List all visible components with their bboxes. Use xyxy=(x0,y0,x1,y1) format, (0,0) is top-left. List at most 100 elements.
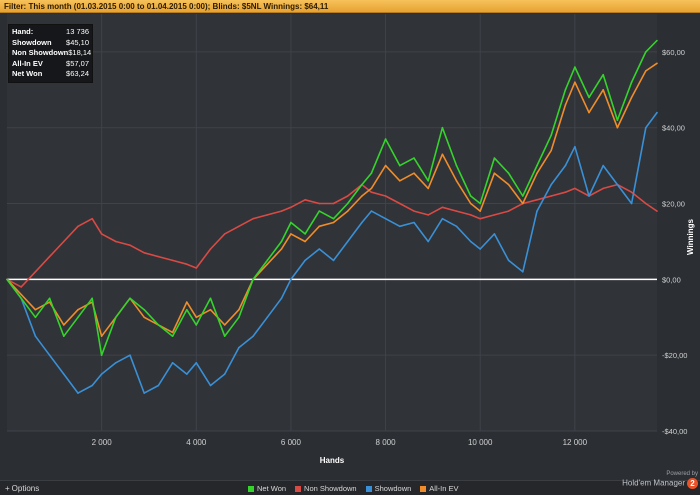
x-axis-ticks: 2 000 4 000 6 000 8 000 10 000 12 000 xyxy=(92,438,588,447)
data-point xyxy=(384,195,387,197)
data-point xyxy=(536,164,538,167)
data-point xyxy=(656,39,658,42)
data-point xyxy=(77,225,79,228)
data-point xyxy=(564,104,567,106)
data-point xyxy=(469,202,472,205)
powered-by-text: Powered by xyxy=(666,471,698,477)
plus-icon: + xyxy=(5,484,10,493)
data-point xyxy=(129,354,131,357)
data-point xyxy=(550,149,552,152)
stat-value: 13 736 xyxy=(66,27,89,36)
data-point xyxy=(346,195,349,197)
legend-swatch xyxy=(420,485,427,492)
data-point xyxy=(455,210,458,212)
data-point xyxy=(304,240,306,243)
data-point xyxy=(171,259,174,262)
data-point xyxy=(455,225,458,228)
brand-name: Hold'em Manager xyxy=(622,478,685,488)
data-point xyxy=(479,248,482,250)
y-tick-label: $60,00 xyxy=(662,48,685,57)
data-point xyxy=(20,297,23,300)
data-point xyxy=(115,316,117,319)
data-point xyxy=(346,202,349,205)
data-point xyxy=(384,138,387,140)
stat-row: Non Showdown $18,14 xyxy=(12,48,92,59)
data-point xyxy=(645,202,647,205)
data-point xyxy=(252,335,254,338)
y-tick-label: $40,00 xyxy=(662,124,685,133)
data-point xyxy=(507,172,510,174)
y-tick-label: -$20,00 xyxy=(662,351,687,360)
y-axis-ticks: -$40,00 -$20,00 $0,00 $20,00 $40,00 $60,00 xyxy=(662,48,687,436)
data-point xyxy=(304,199,306,201)
data-point xyxy=(455,180,458,182)
x-tick-label: 12 000 xyxy=(563,438,588,447)
data-point xyxy=(536,199,538,201)
data-point xyxy=(550,183,552,186)
data-point xyxy=(171,331,174,334)
data-point xyxy=(223,233,226,235)
data-point xyxy=(507,259,510,262)
legend-item[interactable]: Non Showdown xyxy=(295,483,357,494)
data-point xyxy=(602,187,604,190)
data-point xyxy=(536,172,538,174)
data-point xyxy=(129,297,131,300)
data-point xyxy=(77,308,79,311)
data-point xyxy=(413,221,415,224)
stat-label: Non Showdown xyxy=(12,48,69,58)
legend-label: Showdown xyxy=(374,484,412,493)
stat-value: $63,24 xyxy=(66,69,89,79)
data-point xyxy=(427,240,430,243)
data-point xyxy=(290,233,292,235)
data-point xyxy=(574,81,576,83)
data-point xyxy=(266,214,269,216)
data-point xyxy=(157,255,160,258)
x-axis-label: Hands xyxy=(320,456,345,465)
data-point xyxy=(384,164,387,167)
data-point xyxy=(290,221,292,224)
data-point xyxy=(399,164,401,167)
legend-item[interactable]: Net Won xyxy=(248,483,286,494)
data-point xyxy=(441,217,444,220)
legend-swatch xyxy=(248,485,254,492)
legend-item[interactable]: Showdown xyxy=(365,483,412,494)
data-point xyxy=(522,271,524,273)
data-point xyxy=(48,255,51,258)
data-point xyxy=(77,392,79,394)
data-point xyxy=(63,324,65,326)
data-point xyxy=(656,111,658,114)
x-tick-label: 10 000 xyxy=(468,438,493,447)
data-point xyxy=(602,89,604,91)
data-point xyxy=(143,392,145,394)
y-tick-label: $20,00 xyxy=(662,200,685,209)
data-point xyxy=(266,316,269,319)
filter-prefix: Filter: xyxy=(4,2,27,11)
data-point xyxy=(290,278,292,281)
y-axis-label: Winnings xyxy=(686,218,695,254)
data-point xyxy=(100,233,103,235)
legend-item[interactable]: All-In EV xyxy=(420,483,458,494)
data-point xyxy=(223,373,226,375)
options-button[interactable]: + Options xyxy=(2,483,42,494)
data-point xyxy=(616,183,619,186)
data-point xyxy=(588,195,590,197)
data-point xyxy=(588,111,590,114)
data-point xyxy=(522,195,524,197)
data-point xyxy=(157,324,160,326)
data-point xyxy=(645,126,647,129)
data-point xyxy=(656,62,658,65)
data-point xyxy=(318,248,321,250)
data-point xyxy=(427,187,430,190)
data-point xyxy=(441,153,444,156)
data-point xyxy=(91,217,93,220)
data-point xyxy=(171,335,174,338)
data-point xyxy=(186,301,188,303)
series-lines xyxy=(6,39,658,394)
legend-label: Net Won xyxy=(257,484,287,493)
data-point xyxy=(564,89,567,91)
stat-value: $45,10 xyxy=(66,37,89,47)
data-point xyxy=(370,187,373,190)
data-point xyxy=(20,293,23,296)
data-point xyxy=(413,172,415,174)
stat-value: $18,14 xyxy=(68,48,92,58)
